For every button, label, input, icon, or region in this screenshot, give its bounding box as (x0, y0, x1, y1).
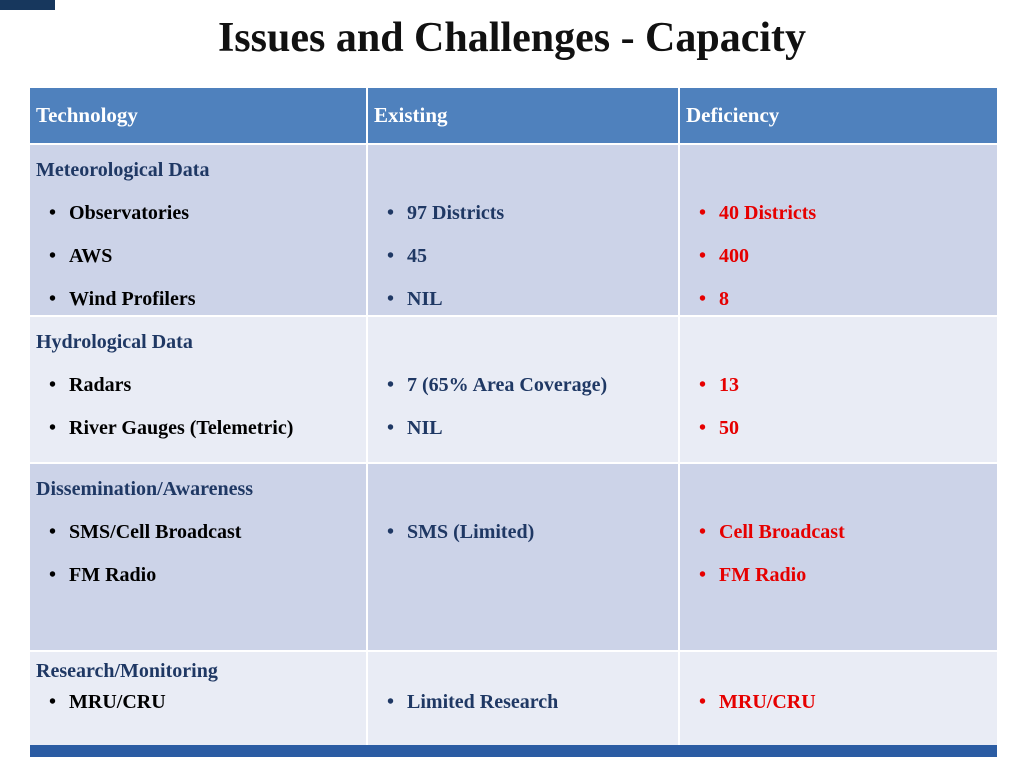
corner-accent (0, 0, 55, 10)
slide-title: Issues and Challenges - Capacity (217, 15, 807, 61)
cell-existing: • 97 Districts • 45 • NIL (368, 145, 680, 315)
bullet-icon: • (699, 245, 707, 267)
bullet-text: 13 (719, 374, 740, 396)
bullet-icon: • (387, 521, 395, 543)
bullet-text: Radars (69, 374, 132, 396)
bullet-icon: • (387, 288, 395, 310)
bullet-text: 400 (719, 245, 750, 267)
bullet-icon: • (699, 417, 707, 439)
table-body: Meteorological Data • Observatories • AWS • Wi… (30, 143, 997, 745)
category-label: Research/Monitoring (36, 660, 218, 682)
bullet-text: SMS (Limited) (407, 521, 535, 543)
table-row: Dissemination/Awareness • SMS/Cell Broadca… (30, 462, 997, 650)
bullet-item: • FM Radio (686, 554, 993, 597)
bullet-text: AWS (69, 245, 113, 267)
table-header-row: Technology Existing Deficiency (30, 88, 997, 143)
bullet-icon: • (699, 564, 707, 586)
bullet-text: River Gauges (Telemetric) (69, 417, 294, 439)
bullet-text: NIL (407, 288, 443, 310)
bullet-item: • 400 (686, 235, 993, 278)
bullet-icon: • (387, 691, 395, 713)
bullet-item: • NIL (374, 278, 674, 315)
table-row: Research/Monitoring • MRU/CRU • Limited Rese… (30, 650, 997, 745)
table-row: Meteorological Data • Observatories • AWS • Wi… (30, 143, 997, 315)
cell-deficiency: • MRU/CRU (680, 652, 997, 745)
bullet-text: 8 (719, 288, 730, 310)
bullet-icon: • (49, 417, 57, 439)
bullet-item: • 50 (686, 407, 993, 450)
bullet-text: SMS/Cell Broadcast (69, 521, 242, 543)
bullet-item: • MRU/CRU (36, 687, 362, 718)
bottom-accent-bar (30, 745, 997, 757)
bullet-text: 40 Districts (719, 202, 817, 224)
bullet-text: NIL (407, 417, 443, 439)
cell-deficiency: • 13 • 50 (680, 317, 997, 462)
bullet-item: • FM Radio (36, 554, 362, 597)
bullet-text: MRU/CRU (719, 691, 816, 713)
capacity-table: Technology Existing Deficiency Meteorolo… (30, 88, 997, 745)
category-label: Hydrological Data (36, 331, 193, 353)
bullet-icon: • (387, 202, 395, 224)
bullet-text: 50 (719, 417, 740, 439)
category-label: Meteorological Data (36, 159, 210, 181)
bullet-item: • SMS/Cell Broadcast (36, 511, 362, 554)
cell-existing: • 7 (65% Area Coverage) • NIL (368, 317, 680, 462)
bullet-icon: • (49, 521, 57, 543)
cell-technology: Dissemination/Awareness • SMS/Cell Broadca… (30, 464, 368, 650)
header-cell-technology: Technology (30, 88, 368, 143)
bullet-icon: • (49, 564, 57, 586)
cell-technology: Meteorological Data • Observatories • AWS • Wi… (30, 145, 368, 315)
bullet-icon: • (699, 202, 707, 224)
bullet-text: Wind Profilers (69, 288, 196, 310)
bullet-item: • 45 (374, 235, 674, 278)
bullet-item: • 40 Districts (686, 192, 993, 235)
bullet-icon: • (699, 374, 707, 396)
bullet-item: • 7 (65% Area Coverage) (374, 364, 674, 407)
bullet-text: Observatories (69, 202, 189, 224)
cell-technology: Research/Monitoring • MRU/CRU (30, 652, 368, 745)
bullet-item: • 97 Districts (374, 192, 674, 235)
bullet-text: 45 (407, 245, 428, 267)
bullet-text: Cell Broadcast (719, 521, 845, 543)
bullet-item: • Cell Broadcast (686, 511, 993, 554)
cell-deficiency: • Cell Broadcast • FM Radio (680, 464, 997, 650)
bullet-text: 7 (65% Area Coverage) (407, 374, 608, 396)
bullet-item: • AWS (36, 235, 362, 278)
bullet-text: 97 Districts (407, 202, 505, 224)
bullet-item: • Wind Profilers (36, 278, 362, 315)
bullet-icon: • (699, 691, 707, 713)
bullet-text: FM Radio (719, 564, 807, 586)
bullet-item: • SMS (Limited) (374, 511, 674, 554)
bullet-icon: • (49, 374, 57, 396)
table-row: Hydrological Data • Radars • River Gauges (T… (30, 315, 997, 462)
bullet-icon: • (699, 521, 707, 543)
bullet-icon: • (49, 691, 57, 713)
bullet-icon: • (387, 245, 395, 267)
bullet-item: • NIL (374, 407, 674, 450)
category-label: Dissemination/Awareness (36, 478, 254, 500)
bullet-item: • Radars (36, 364, 362, 407)
header-cell-existing: Existing (368, 88, 680, 143)
bullet-text: FM Radio (69, 564, 157, 586)
bullet-item: • Observatories (36, 192, 362, 235)
bullet-item: • 8 (686, 278, 993, 315)
bullet-icon: • (387, 374, 395, 396)
bullet-icon: • (49, 202, 57, 224)
bullet-icon: • (387, 417, 395, 439)
bullet-item: • Limited Research (374, 687, 674, 718)
cell-existing: • SMS (Limited) (368, 464, 680, 650)
cell-technology: Hydrological Data • Radars • River Gauges (T… (30, 317, 368, 462)
bullet-icon: • (699, 288, 707, 310)
cell-deficiency: • 40 Districts • 400 • 8 (680, 145, 997, 315)
bullet-icon: • (49, 245, 57, 267)
cell-existing: • Limited Research (368, 652, 680, 745)
bullet-icon: • (49, 288, 57, 310)
header-cell-deficiency: Deficiency (686, 103, 780, 127)
bullet-item: • MRU/CRU (686, 687, 993, 718)
bullet-text: Limited Research (407, 691, 559, 713)
bullet-item: • 13 (686, 364, 993, 407)
bullet-item: • River Gauges (Telemetric) (36, 407, 362, 450)
bullet-text: MRU/CRU (69, 691, 166, 713)
